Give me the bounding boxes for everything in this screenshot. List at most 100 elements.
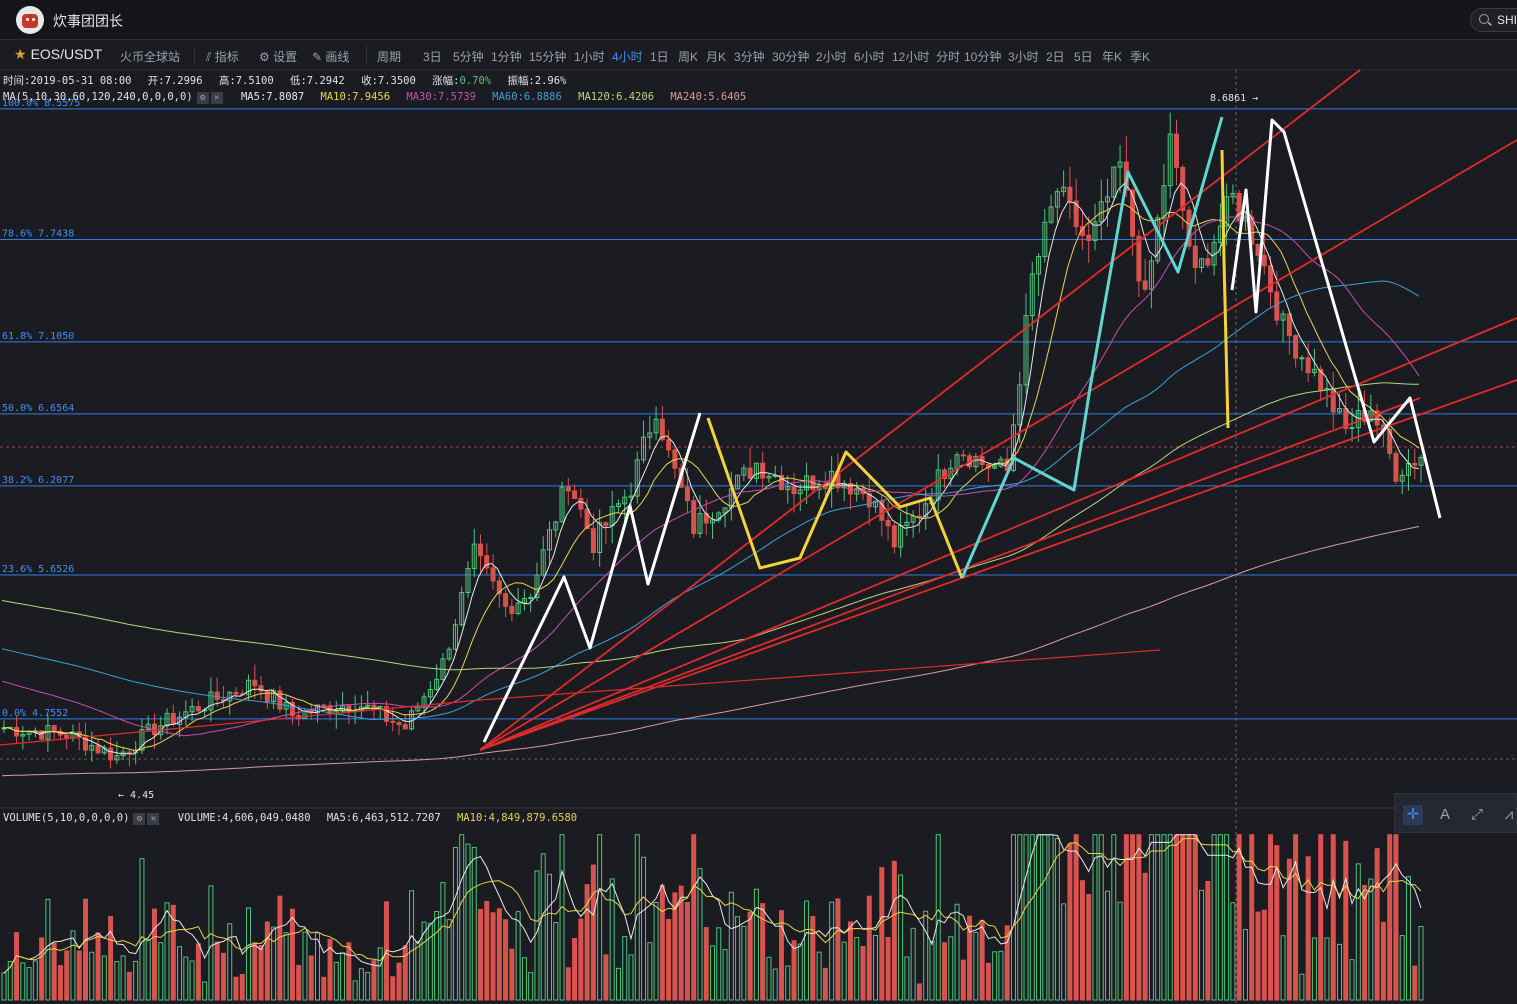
volume-bar (1280, 935, 1286, 1001)
volume-bar (503, 919, 509, 1001)
candle-body (578, 497, 584, 510)
volume-gear-icon[interactable]: ⚙ (133, 813, 146, 825)
volume-bar (1293, 834, 1299, 1001)
candle-body (822, 486, 828, 489)
volume-bar (684, 901, 690, 1001)
volume-bar (935, 834, 941, 1001)
candle-body (804, 475, 810, 491)
candle-body (1293, 335, 1299, 359)
volume-bar (1368, 878, 1374, 1001)
period-10[interactable]: 30分钟 (772, 50, 810, 64)
candle-body (1374, 410, 1380, 426)
search-input[interactable]: SHI (1470, 8, 1517, 32)
period-19[interactable]: 年K (1102, 50, 1123, 64)
volume-bar (1130, 834, 1136, 1001)
volume-bar (1004, 925, 1010, 1001)
period-7[interactable]: 周K (678, 50, 699, 64)
ma-gear-icon[interactable]: ⚙ (196, 92, 209, 104)
volume-bar (659, 884, 665, 1001)
app-title: 炊事团团长 (53, 13, 123, 29)
candle-body (747, 467, 753, 479)
toolbar-divider (194, 46, 195, 64)
period-15[interactable]: 10分钟 (964, 50, 1002, 64)
volume-bar (766, 956, 772, 1001)
volume-ma10-value: MA10:4,849,879.6580 (456, 812, 578, 824)
volume-bar (697, 868, 703, 1001)
candle-body (641, 436, 647, 461)
period-13[interactable]: 12小时 (892, 50, 930, 64)
period-14[interactable]: 分时 (936, 50, 961, 64)
candle-body (797, 489, 803, 495)
candle-body (565, 486, 571, 492)
volume-bar (910, 927, 916, 1001)
period-0[interactable]: 3日 (423, 50, 442, 64)
candle-body (484, 555, 490, 569)
volume-bar (1023, 834, 1029, 1001)
period-5[interactable]: 4小时 (612, 50, 643, 64)
period-3[interactable]: 15分钟 (529, 50, 567, 64)
symbol-selector[interactable]: ★ EOS/USDT (14, 46, 102, 63)
candle-body (1155, 217, 1161, 262)
draw-button[interactable]: ✎ 画线 (312, 50, 350, 64)
volume-bar (722, 949, 728, 1001)
avatar[interactable] (16, 6, 44, 34)
volume-bar (578, 918, 584, 1001)
candle-body (603, 522, 609, 527)
volume-bar (427, 922, 433, 1001)
volume-bar (716, 927, 722, 1001)
candle-body (791, 486, 797, 495)
text-tool-icon[interactable]: A (1439, 806, 1450, 823)
period-1[interactable]: 5分钟 (453, 50, 484, 64)
period-11[interactable]: 2小时 (816, 50, 847, 64)
line-tool-icon[interactable]: ⤢ (1470, 806, 1483, 823)
volume-bar (1010, 834, 1016, 1001)
period-8[interactable]: 月K (706, 50, 727, 64)
candle-body (684, 486, 690, 502)
ma-close-icon[interactable]: ✕ (210, 92, 223, 104)
volume-bar (1017, 834, 1023, 1001)
indicator-button[interactable]: ⫽ 指标 (206, 50, 239, 64)
candle-body (471, 543, 477, 570)
volume-close-icon[interactable]: ✕ (147, 813, 160, 825)
volume-bar (847, 921, 853, 1001)
volume-bar (14, 932, 20, 1001)
period-2[interactable]: 1分钟 (491, 50, 522, 64)
settings-button[interactable]: ⚙ 设置 (259, 50, 298, 64)
trendline-base2 (479, 649, 1161, 701)
period-17[interactable]: 2日 (1046, 50, 1065, 64)
wave-white-2 (1230, 118, 1442, 519)
period-16[interactable]: 3小时 (1008, 50, 1039, 64)
volume-bar (170, 904, 176, 1001)
period-6[interactable]: 1日 (650, 50, 669, 64)
period-18[interactable]: 5日 (1074, 50, 1093, 64)
volume-bar (133, 960, 139, 1001)
trendline-0 (479, 69, 1361, 751)
period-9[interactable]: 3分钟 (734, 50, 765, 64)
volume-bar (603, 954, 609, 1001)
ma-legend: MA(5,10,30,60,120,240,0,0,0,0) ⚙ ✕ MA5:7.8… (3, 91, 756, 104)
volume-bar (967, 915, 973, 1001)
crosshair-icon[interactable]: ✛ (1403, 805, 1423, 825)
candle-body (1061, 186, 1067, 193)
volume-bar (258, 944, 264, 1001)
candle-body (735, 474, 741, 490)
star-icon[interactable]: ★ (14, 46, 27, 62)
volume-bar (1092, 834, 1098, 1001)
candle-body (1412, 462, 1418, 466)
volume-bar (929, 940, 935, 1001)
period-12[interactable]: 6小时 (854, 50, 885, 64)
volume-bar (1418, 925, 1424, 1001)
volume-bar (1180, 834, 1186, 1001)
candle-body (383, 706, 389, 722)
volume-bar (1242, 929, 1248, 1001)
close-value: 收:7.3500 (361, 75, 416, 87)
period-4[interactable]: 1小时 (574, 50, 605, 64)
ma5-line (1, 182, 1420, 755)
pattern-tool-icon[interactable]: ⩘ (1504, 806, 1514, 823)
candle-body (916, 515, 922, 518)
volume-bar (1136, 834, 1142, 1001)
period-20[interactable]: 季K (1130, 50, 1151, 64)
volume-bar (302, 931, 308, 1001)
candle-body (954, 454, 960, 469)
